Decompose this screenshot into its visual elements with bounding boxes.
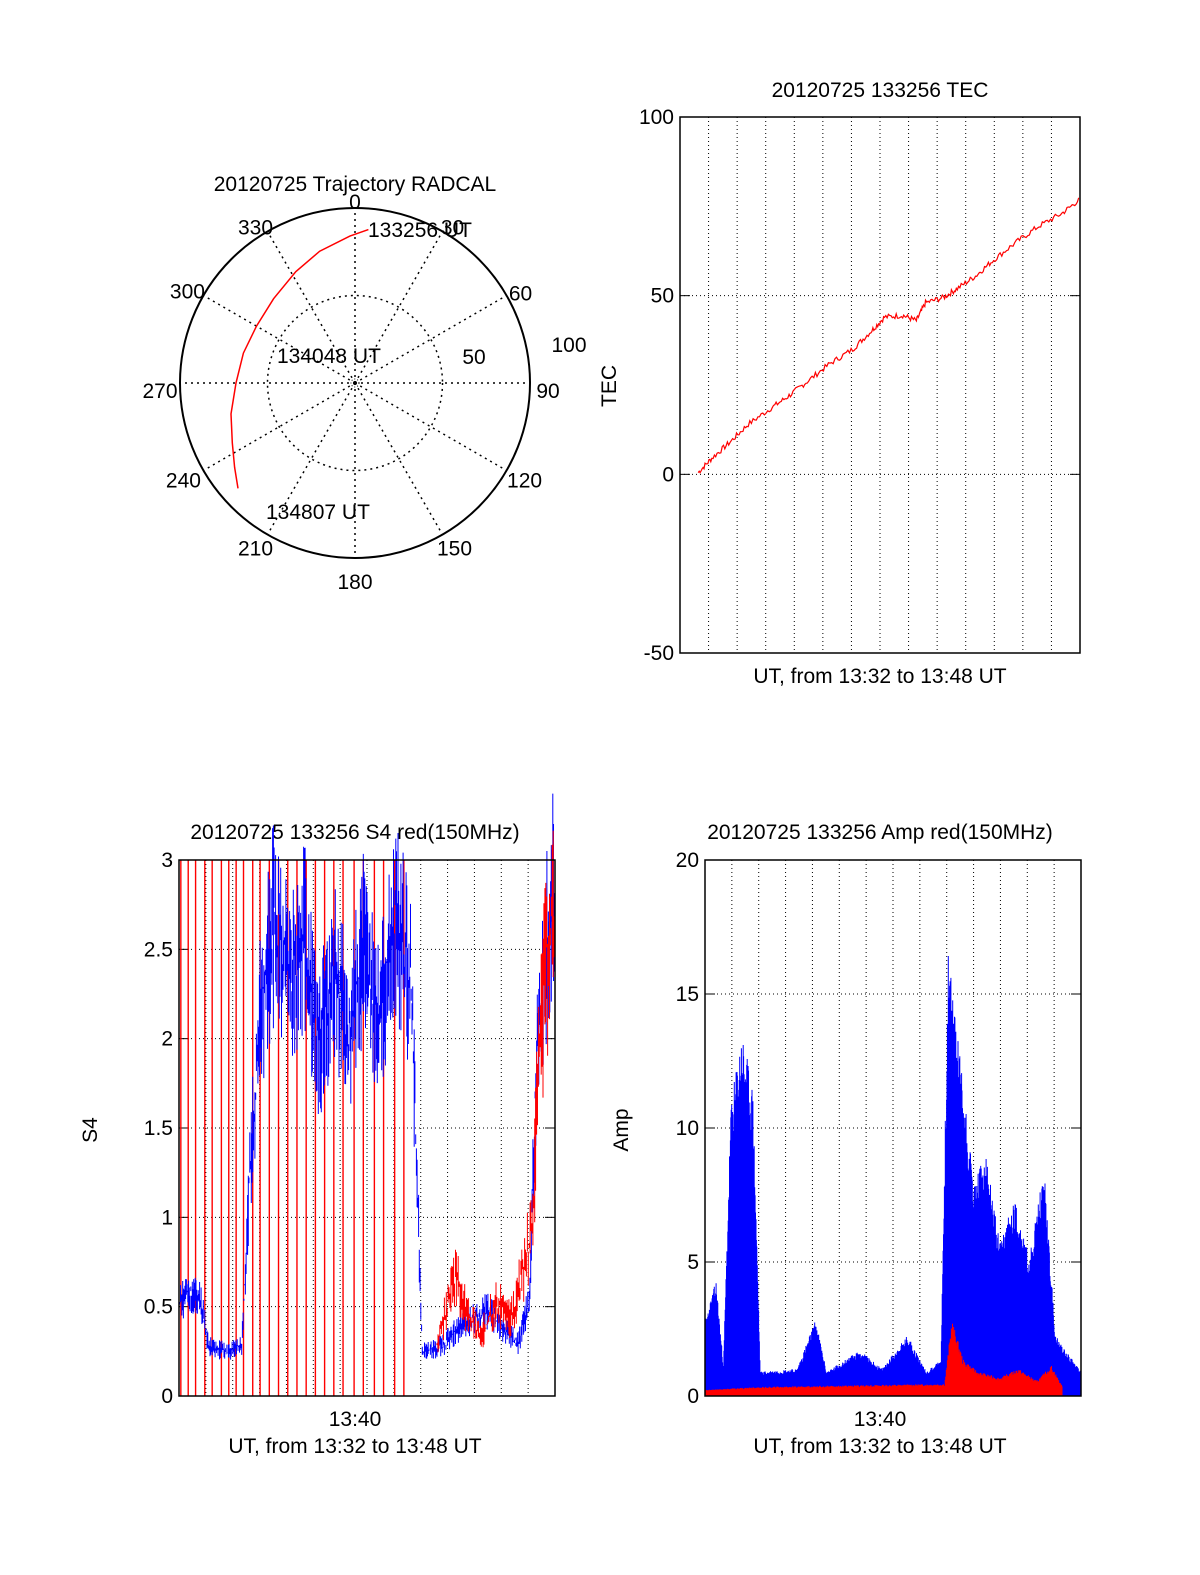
tec-xlabel: UT, from 13:32 to 13:48 UT: [753, 665, 1006, 688]
polar-angle-label: 240: [166, 470, 201, 493]
tec-ylabel: TEC: [598, 365, 621, 407]
polar-gridline-spoke: [203, 382, 356, 472]
s4-ylabel: S4: [79, 1117, 102, 1143]
s4-series-red: [436, 830, 555, 1353]
polar-angle-label: 210: [238, 538, 273, 561]
s4-plot-frame: [178, 859, 556, 1397]
polar-angle-label: 270: [142, 380, 177, 403]
amp-ytick-label: 5: [687, 1251, 699, 1274]
s4-ytick-label: 3: [161, 849, 173, 872]
polar-angle-label: 330: [238, 216, 273, 239]
amp-xlabel: UT, from 13:32 to 13:48 UT: [753, 1435, 1006, 1458]
amp-plot-frame: [704, 859, 1082, 1397]
polar-gridline-spoke: [203, 294, 356, 384]
amp-ytick-label: 10: [676, 1117, 699, 1140]
polar-gridline-spoke: [354, 231, 444, 384]
tec-ytick-label: -50: [644, 642, 674, 665]
polar-gridline-spoke: [266, 382, 356, 535]
polar-gridline-spoke: [354, 382, 444, 535]
s4-xlabel: UT, from 13:32 to 13:48 UT: [228, 1435, 481, 1458]
tec-ytick-label: 100: [639, 106, 674, 129]
amp-ytick-label: 15: [676, 983, 699, 1006]
polar-gridline-ring: [266, 294, 444, 472]
trajectory-mid-label: 134048 UT: [277, 345, 381, 368]
polar-radial-label: 50: [462, 346, 485, 369]
polar-angle-label: 90: [536, 380, 559, 403]
polar-angle-label: 30: [441, 216, 464, 239]
amp-ylabel: Amp: [610, 1108, 633, 1151]
s4-ytick-label: 2.5: [144, 938, 173, 961]
tec-plot: 20120725 133256 TEC UT, from 13:32 to 13…: [598, 79, 1081, 688]
s4-ytick-label: 0.5: [144, 1296, 173, 1319]
trajectory-polar-plot: 20120725 Trajectory RADCAL 0 30 60 90 120 150…: [142, 173, 586, 594]
polar-angle-label: 180: [337, 571, 372, 594]
tec-plot-frame: [679, 116, 1081, 654]
polar-radial-label: 100: [551, 334, 586, 357]
amp-plot: 20120725 133256 Amp red(150MHz) 13:40 UT…: [610, 821, 1082, 1458]
trajectory-end-label: 134807 UT: [266, 501, 370, 524]
polar-angle-label: 120: [507, 470, 542, 493]
trajectory-title: 20120725 Trajectory RADCAL: [214, 173, 497, 196]
trajectory-line: [230, 228, 369, 489]
polar-gridline-spoke: [266, 231, 356, 384]
s4-ytick-label: 1.5: [144, 1117, 173, 1140]
tec-ytick-label: 0: [662, 463, 674, 486]
tec-ytick-label: 50: [651, 285, 674, 308]
tec-title: 20120725 133256 TEC: [772, 79, 989, 102]
amp-xtick-label: 13:40: [854, 1408, 907, 1431]
polar-center-ring: [350, 378, 360, 388]
polar-gridline-spoke: [354, 294, 507, 384]
polar-angle-label: 60: [509, 283, 532, 306]
trajectory-start-label: 133256 UT: [368, 219, 472, 242]
s4-xtick-label: 13:40: [329, 1408, 382, 1431]
s4-ytick-label: 2: [161, 1028, 173, 1051]
tec-series-line: [697, 197, 1080, 474]
polar-angle-label: 300: [170, 281, 205, 304]
polar-angle-label: 150: [437, 538, 472, 561]
s4-plot: 20120725 133256 S4 red(150MHz) 13:40 UT,…: [79, 793, 556, 1458]
polar-gridline-spoke: [354, 382, 507, 472]
s4-ytick-label: 1: [161, 1206, 173, 1229]
amp-ytick-label: 20: [676, 849, 699, 872]
amp-title: 20120725 133256 Amp red(150MHz): [707, 821, 1053, 844]
s4-ytick-label: 0: [161, 1385, 173, 1408]
amp-ytick-label: 0: [687, 1385, 699, 1408]
s4-title: 20120725 133256 S4 red(150MHz): [190, 821, 519, 844]
polar-angle-label: 0: [349, 191, 361, 214]
